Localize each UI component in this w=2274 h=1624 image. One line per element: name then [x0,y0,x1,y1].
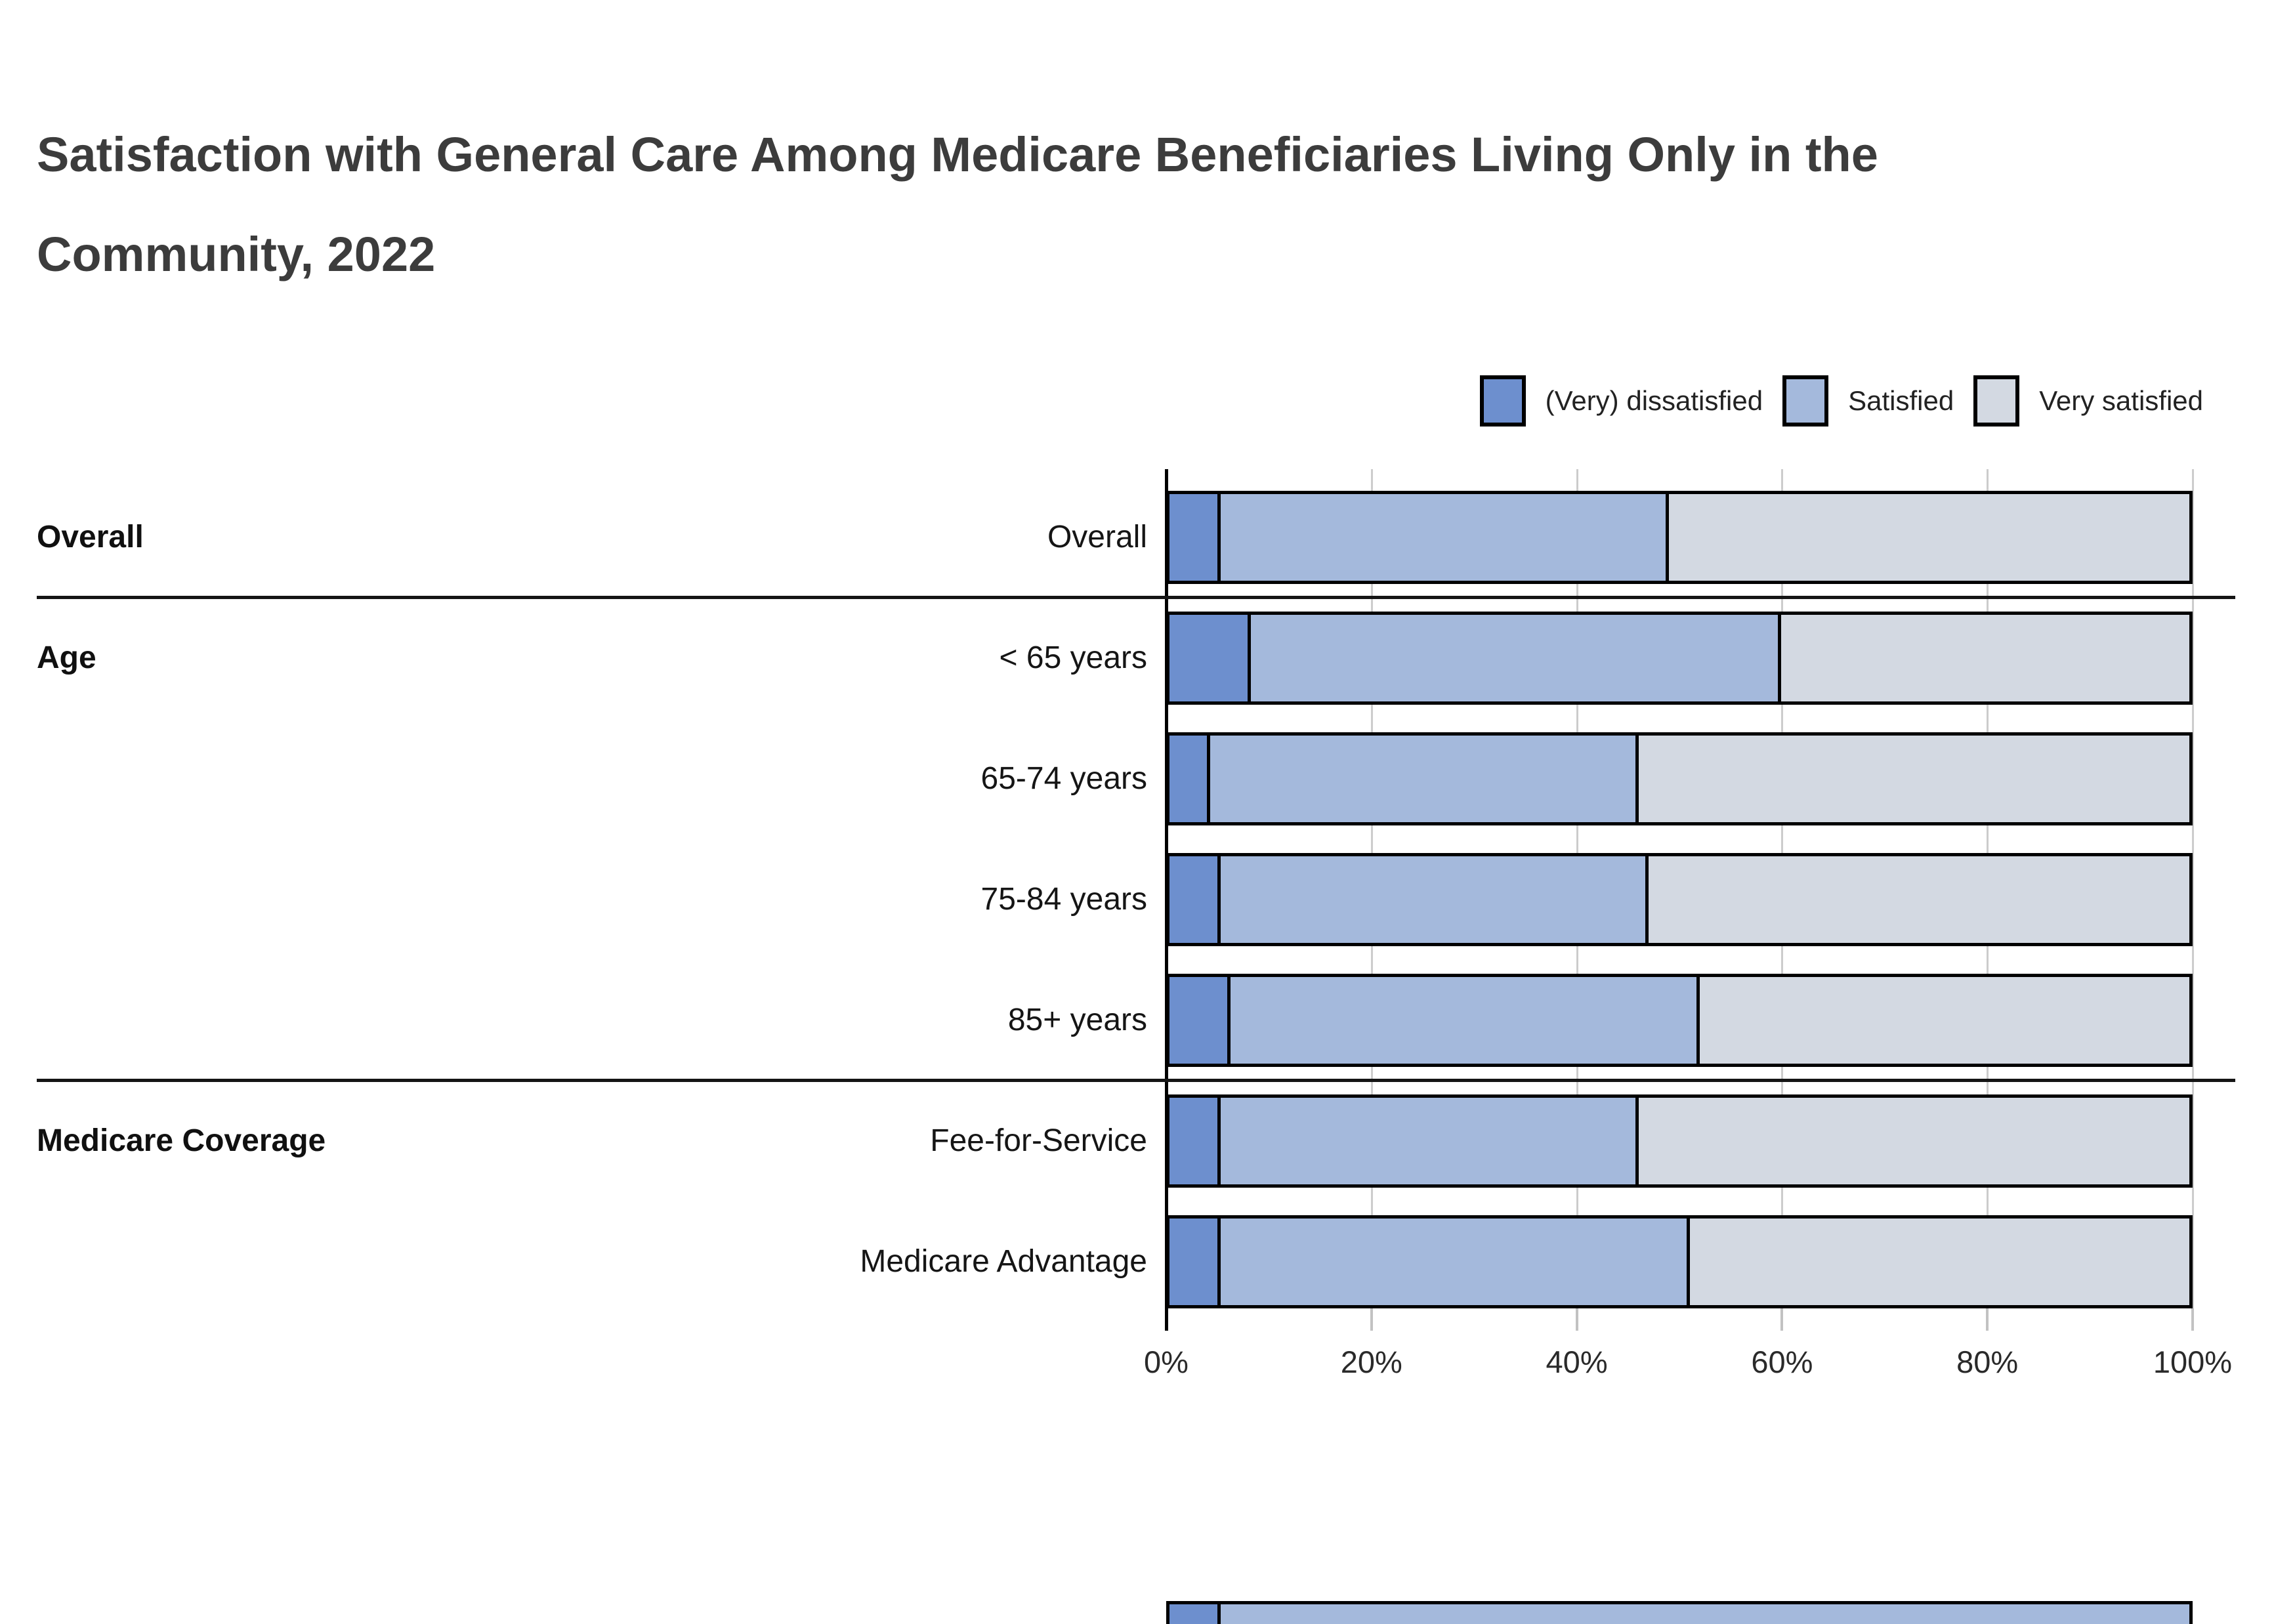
row-label: 75-84 years [980,882,1147,917]
legend-item-satisfied: Satisfied [1782,375,1954,427]
bar-segment-dissatisfied [1169,1098,1221,1184]
group-label-medicare-coverage: Medicare Coverage [37,1123,326,1158]
bar-segment-dissatisfied [1169,1604,1221,1624]
bar-segment-dissatisfied [1169,494,1221,581]
x-tick-label: 100% [2153,1344,2233,1379]
row-label: 65-74 years [980,761,1147,796]
bar-segment-dissatisfied [1169,977,1231,1064]
bar-segment-dissatisfied [1169,1218,1221,1305]
legend-item-dissatisfied: (Very) dissatisfied [1479,375,1763,427]
chart-title: Satisfaction with General Care Among Med… [37,105,2189,305]
bar-segment-satisfied [1220,1218,1690,1305]
bar-segment-satisfied [1220,1604,2189,1624]
gridline-100 [2192,469,2194,1308]
chart-title-line2: Community, 2022 [37,227,436,282]
bar-row [1166,732,2193,825]
group-separator [37,1079,2235,1082]
bar-segment-satisfied [1251,615,1782,701]
legend-swatch-dissatisfied [1479,375,1526,427]
bar-segment-dissatisfied [1169,856,1221,943]
bar-row [1166,853,2193,946]
bar-segment-very-satisfied [1649,856,2189,943]
partial-bottom-bar [1166,1601,2193,1624]
bar-row [1166,974,2193,1067]
bar-segment-dissatisfied [1169,736,1211,822]
row-label: 85+ years [1007,1003,1147,1037]
bar-segment-dissatisfied [1169,615,1252,701]
legend: (Very) dissatisfied Satisfied Very satisfi… [1479,375,2203,427]
axis-tick-20 [1370,1308,1373,1331]
axis-tick-80 [1986,1308,1989,1331]
bar-segment-very-satisfied [1689,1218,2189,1305]
bar-segment-satisfied [1220,856,1649,943]
axis-tick-100 [2191,1308,2194,1331]
bar-row [1166,1094,2193,1188]
bar-segment-very-satisfied [1669,494,2189,581]
legend-label: Very satisfied [2039,385,2203,416]
bar-segment-very-satisfied [1700,977,2189,1064]
row-label: Medicare Advantage [860,1244,1147,1279]
legend-swatch-satisfied [1782,375,1829,427]
row-label: < 65 years [999,640,1147,675]
bar-row [1166,1215,2193,1308]
x-tick-label: 0% [1144,1344,1189,1379]
bar-segment-satisfied [1220,1098,1639,1184]
axis-tick-40 [1575,1308,1578,1331]
row-label: Fee-for-Service [930,1123,1147,1158]
legend-swatch-very-satisfied [1973,375,2020,427]
bar-segment-very-satisfied [1638,736,2189,822]
bar-segment-very-satisfied [1638,1098,2189,1184]
bar-segment-satisfied [1220,494,1670,581]
group-label-overall: Overall [37,520,144,554]
x-tick-label: 60% [1751,1344,1813,1379]
axis-tick-60 [1780,1308,1784,1331]
x-tick-label: 20% [1340,1344,1402,1379]
legend-item-very-satisfied: Very satisfied [1973,375,2203,427]
bar-segment-satisfied [1231,977,1700,1064]
bar-row [1166,491,2193,584]
bar-segment-very-satisfied [1781,615,2189,701]
x-tick-label: 80% [1956,1344,2019,1379]
bar-row [1166,612,2193,705]
legend-label: Satisfied [1848,385,1954,416]
group-label-age: Age [37,640,96,675]
group-separator [37,596,2235,599]
bar-segment-satisfied [1210,736,1639,822]
legend-label: (Very) dissatisfied [1545,385,1763,416]
row-label: Overall [1047,520,1147,554]
chart-title-line1: Satisfaction with General Care Among Med… [37,127,1878,182]
x-tick-label: 40% [1546,1344,1608,1379]
